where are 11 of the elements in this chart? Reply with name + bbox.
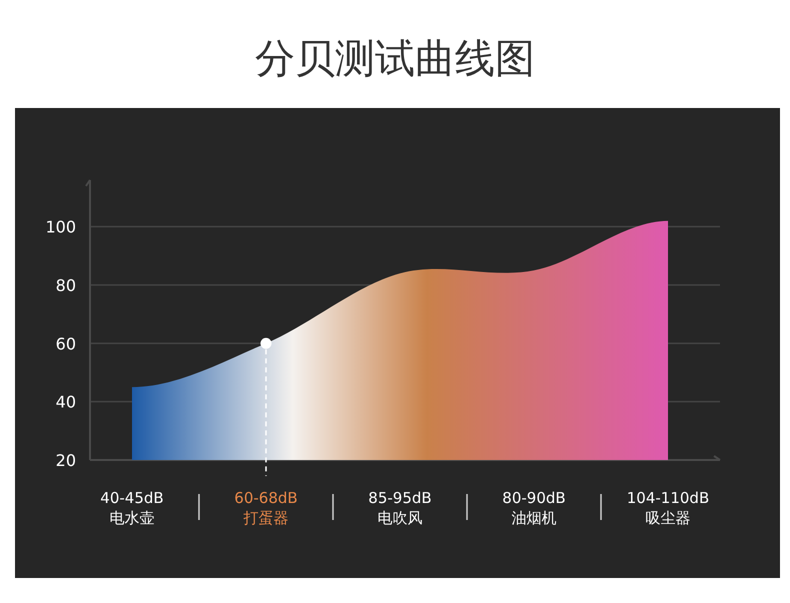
x-tick-label: 60-68dB 打蛋器 — [234, 489, 298, 527]
y-tick-label: 20 — [56, 451, 76, 470]
title: 分贝测试曲线图 — [255, 36, 535, 82]
y-tick-label: 80 — [56, 276, 76, 295]
x-tick-label: 85-95dB 电吹风 — [368, 489, 432, 527]
x-tick-label: 104-110dB 吸尘器 — [626, 489, 710, 527]
y-tick-label: 40 — [56, 392, 76, 412]
x-tick-label: 80-90dB 油烟机 — [502, 489, 566, 527]
y-tick-label: 60 — [56, 334, 76, 354]
x-tick-label: 40-45dB 电水壶 — [100, 489, 164, 527]
y-tick-label: 100 — [45, 218, 76, 237]
